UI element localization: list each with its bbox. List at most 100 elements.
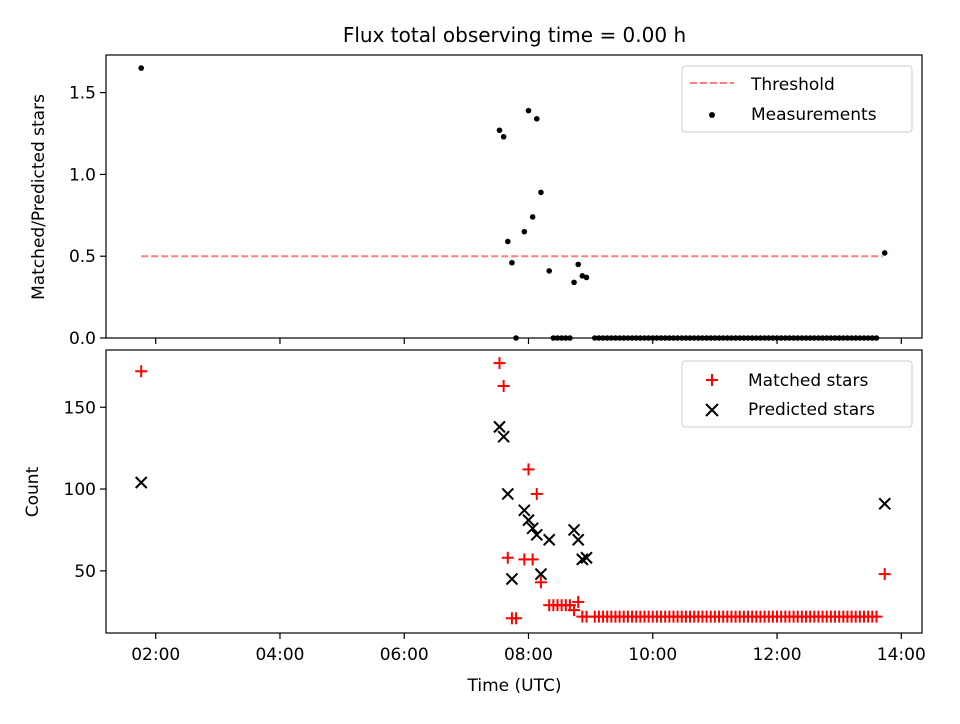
predicted-star-marker <box>501 487 514 501</box>
predicted-star-marker <box>543 533 556 546</box>
measurement-point <box>533 115 540 122</box>
top-panel: 0.0 0.5 1.0 1.5 Matched/Predicted stars Thr… <box>29 54 923 349</box>
predicted-star-marker <box>567 523 581 537</box>
predicted-star-b <box>497 430 510 443</box>
legend-threshold-label: Threshold <box>750 75 835 95</box>
top-y-tick-label: 0.5 <box>69 247 96 267</box>
predicted-star-marker <box>534 567 548 581</box>
chart-title: Flux total observing time = 0.00 h <box>343 23 686 47</box>
measurement-point <box>138 65 145 71</box>
measurement-point <box>500 133 507 140</box>
matched-star-marker <box>493 357 506 370</box>
predicted-star-b <box>518 504 531 517</box>
legend-predicted-label: Predicted stars <box>748 400 875 420</box>
bottom-y-axis-label: Count <box>23 466 43 517</box>
legend-matched-label: Matched stars <box>748 371 868 391</box>
measurement-point <box>525 107 532 114</box>
predicted-star-b <box>580 551 593 564</box>
top-y-axis-label: Matched/Predicted stars <box>29 94 49 300</box>
top-x-ticks <box>155 338 902 344</box>
matched-stars-points <box>135 357 891 625</box>
predicted-star-b <box>522 513 535 527</box>
x-tick-label: 06:00 <box>380 645 429 665</box>
predicted-star-marker <box>135 476 148 489</box>
top-y-tick-label: 0.0 <box>69 329 96 349</box>
legend-matched-swatch <box>706 374 718 386</box>
matched-star-marker <box>510 612 523 625</box>
predicted-star-marker <box>497 430 510 443</box>
matched-star-marker <box>572 595 585 608</box>
predicted-star-marker <box>878 497 891 510</box>
legend-measurements-swatch <box>709 112 715 118</box>
legend-predicted-swatch <box>705 403 719 417</box>
measurement-point <box>575 261 582 268</box>
legend-measurements-label: Measurements <box>751 105 877 125</box>
measurement-point <box>529 214 536 220</box>
bottom-panel: 50 100 150 02:00 04:00 06:00 08:00 10:00 12:00 1… <box>23 349 926 696</box>
bottom-y-tick-label: 100 <box>64 480 96 500</box>
measurement-point <box>571 279 577 286</box>
top-y-tick-label: 1.0 <box>69 165 96 185</box>
predicted-star-marker <box>576 553 589 566</box>
matched-star-marker <box>534 576 547 589</box>
top-y-tick-label: 1.5 <box>69 84 96 104</box>
measurement-point <box>521 228 528 235</box>
measurement-point <box>881 250 888 256</box>
top-plot-frame <box>105 54 923 339</box>
x-tick-label: 08:00 <box>504 645 553 665</box>
predicted-stars-points <box>135 420 891 586</box>
matched-star-marker <box>522 463 535 476</box>
predicted-star-b <box>543 533 556 546</box>
matched-star-marker <box>568 604 581 617</box>
x-axis-label: Time (UTC) <box>467 676 562 696</box>
predicted-star-b <box>571 533 585 546</box>
predicted-star-b <box>878 497 891 510</box>
measurement-point <box>509 259 515 266</box>
matched-star-marker <box>878 568 891 581</box>
measurement-point <box>538 189 544 196</box>
predicted-star-b <box>493 420 506 434</box>
matched-star-marker <box>135 365 148 378</box>
predicted-star-b <box>505 572 519 586</box>
x-tick-label: 04:00 <box>255 645 304 665</box>
measurement-point <box>546 268 553 274</box>
matched-star-marker <box>501 551 514 564</box>
top-y-axis: 0.0 0.5 1.0 1.5 <box>69 84 106 349</box>
predicted-star-marker <box>571 533 585 546</box>
predicted-star-b <box>530 528 543 542</box>
predicted-star-b <box>501 487 514 501</box>
matched-star-marker <box>497 379 510 392</box>
x-tick-label: 02:00 <box>131 645 180 665</box>
predicted-star-marker <box>493 420 506 434</box>
matched-star-marker <box>530 487 543 500</box>
bottom-legend-frame <box>681 360 913 428</box>
measurement-point <box>504 238 511 245</box>
predicted-star-marker <box>522 513 535 527</box>
bottom-plot-frame <box>105 349 923 634</box>
x-tick-label: 14:00 <box>877 645 926 665</box>
predicted-star-b <box>135 476 148 489</box>
matched-star-marker <box>870 610 883 623</box>
predicted-star-marker <box>505 572 519 586</box>
top-legend-frame <box>681 65 913 133</box>
matched-star-marker <box>526 553 539 566</box>
bottom-legend: Matched stars Predicted stars <box>681 360 913 428</box>
bottom-x-axis: 02:00 04:00 06:00 08:00 10:00 12:00 14:00 <box>131 633 926 665</box>
predicted-star-marker <box>518 504 531 517</box>
measurement-point <box>496 127 503 134</box>
x-tick-label: 12:00 <box>753 645 802 665</box>
top-legend: Threshold Measurements <box>681 65 913 133</box>
predicted-star-marker <box>580 551 593 564</box>
predicted-star-b <box>567 523 581 537</box>
measurement-point <box>583 274 590 281</box>
bottom-y-axis: 50 100 150 <box>64 398 106 582</box>
predicted-star-b <box>526 522 539 535</box>
predicted-star-b <box>534 567 548 581</box>
predicted-star-b <box>576 553 589 566</box>
predicted-star-marker <box>526 522 539 535</box>
x-tick-label: 10:00 <box>628 645 677 665</box>
bottom-y-tick-label: 50 <box>74 562 96 582</box>
bottom-y-tick-label: 150 <box>64 398 96 418</box>
predicted-star-marker <box>530 528 543 542</box>
